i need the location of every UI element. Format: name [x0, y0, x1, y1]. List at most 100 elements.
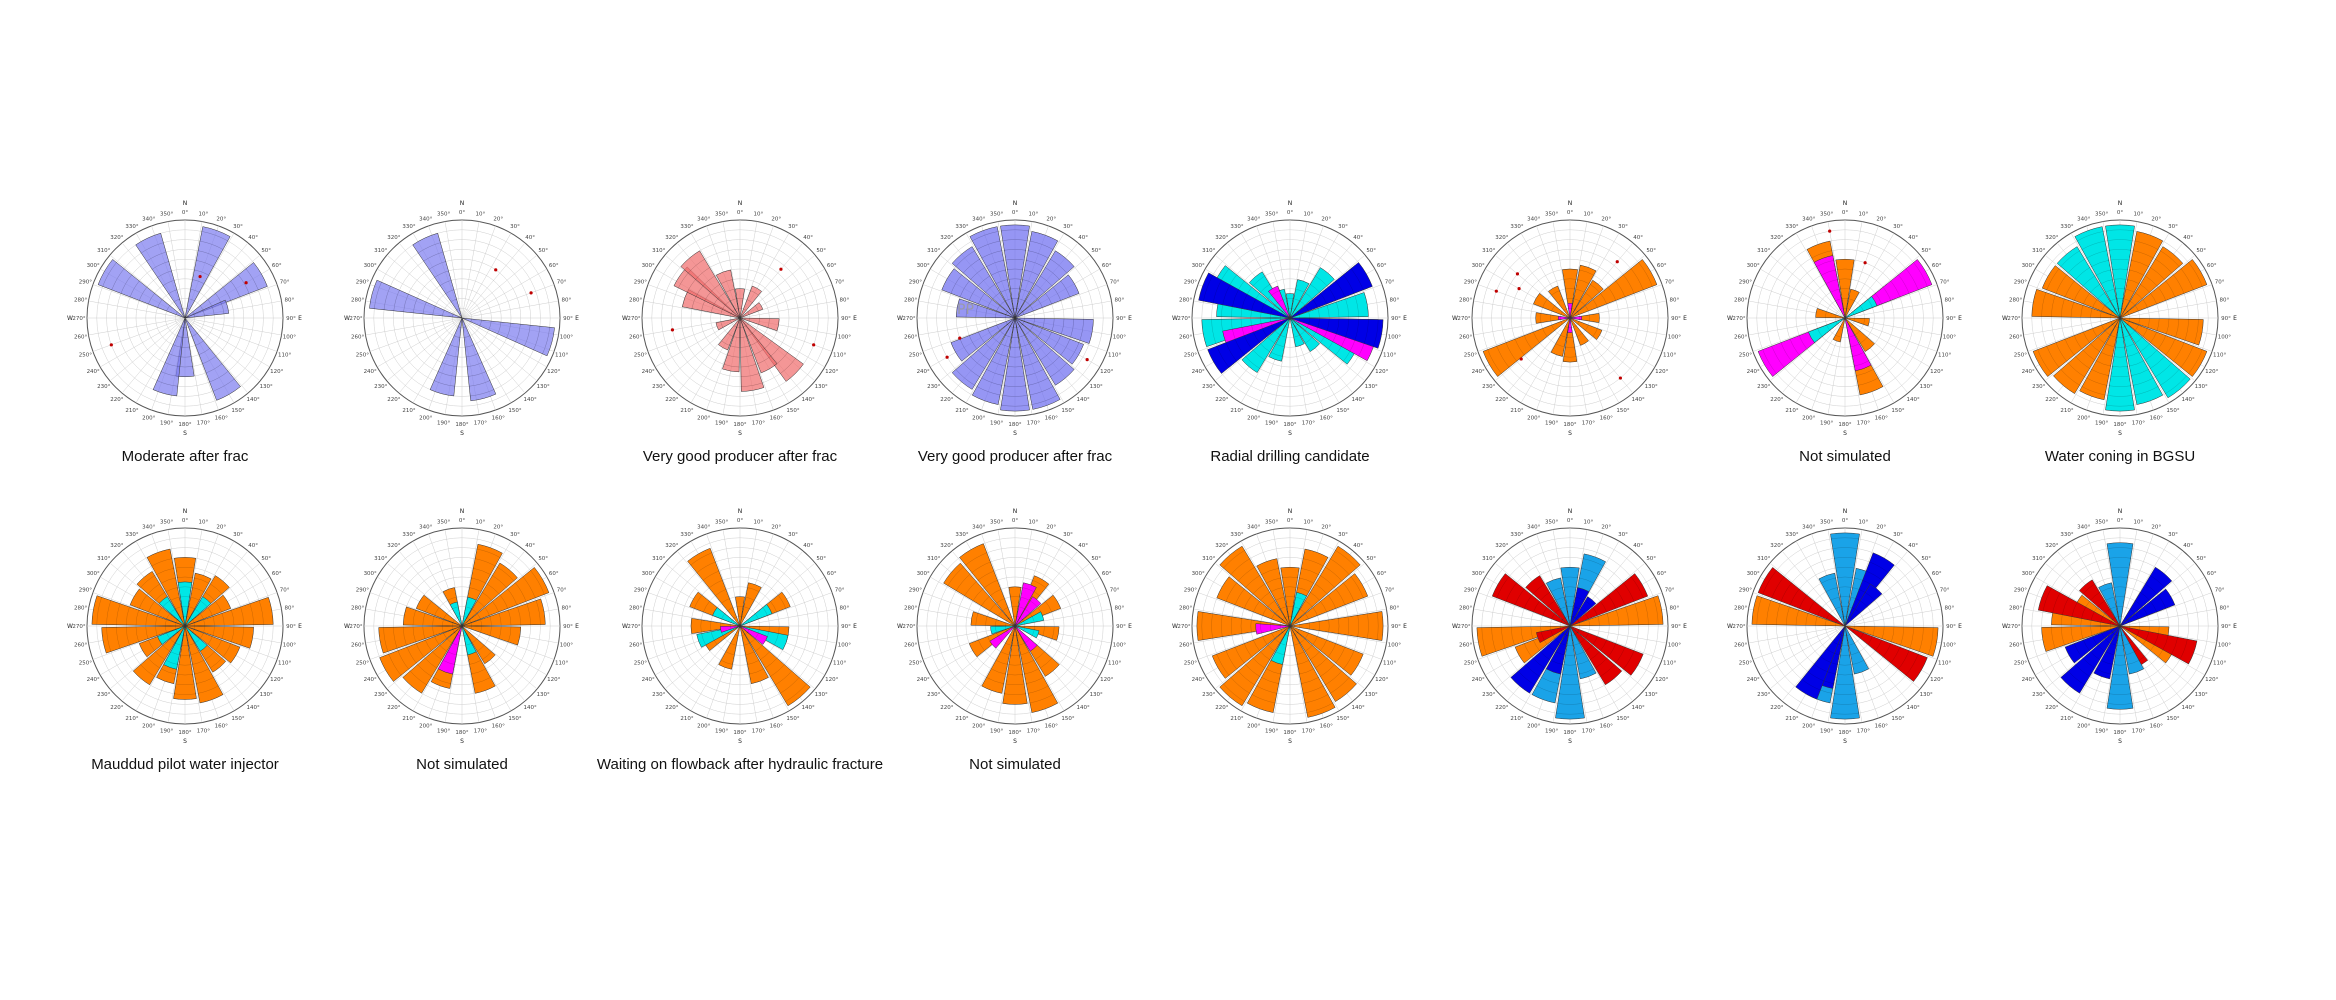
- rose-wedge: [1844, 625, 1939, 657]
- wedge-ring-segment: [165, 619, 167, 626]
- data-point: [1494, 289, 1498, 293]
- rose-wedge: [415, 594, 463, 627]
- wedge-ring-segment: [1573, 298, 1580, 302]
- grid-spoke: [2044, 625, 2121, 690]
- degree-tick-label: 130°: [1365, 692, 1378, 698]
- wedge-ring-segment: [1016, 616, 1020, 618]
- grid-spoke: [1569, 317, 1646, 382]
- degree-tick-label: 30°: [2168, 532, 2178, 538]
- wedge-ring-segment: [442, 660, 455, 665]
- wedge-ring-segment: [753, 348, 765, 355]
- degree-tick-label: 150°: [1891, 716, 1904, 722]
- wedge-ring-segment: [2115, 326, 2119, 328]
- wedge-ring-segment: [2121, 634, 2125, 636]
- wedge-ring-segment: [970, 267, 985, 280]
- rose-wedge: [1014, 317, 1075, 386]
- degree-tick-label: 80°: [285, 298, 295, 304]
- degree-tick-label: 70°: [280, 588, 290, 594]
- wedge-ring-segment: [1007, 268, 1023, 270]
- rose-wedge: [950, 317, 1016, 362]
- wedge-ring-segment: [1882, 643, 1891, 657]
- grid-spoke: [1569, 284, 1663, 319]
- degree-tick-label: 330°: [2060, 532, 2073, 538]
- wedge-ring-segment: [1562, 632, 1566, 635]
- wedge-ring-segment: [1898, 274, 1910, 294]
- wedge-ring-segment: [1271, 290, 1280, 296]
- wedge-ring-segment: [1293, 298, 1300, 302]
- grid-spoke: [461, 317, 547, 368]
- degree-tick-label: 20°: [1876, 524, 1886, 530]
- grid-spoke: [461, 242, 526, 319]
- degree-tick-label: 130°: [260, 384, 273, 390]
- grid-spoke: [2119, 233, 2170, 319]
- cardinal-label: S: [738, 738, 742, 745]
- wedge-ring-segment: [1260, 343, 1270, 352]
- degree-tick-label: 100°: [1388, 334, 1401, 340]
- wedge-ring-segment: [2080, 305, 2084, 318]
- rose-wedge: [173, 625, 197, 700]
- rose-wedge: [715, 317, 741, 331]
- rose-wedge: [1008, 586, 1022, 627]
- grid-spoke: [92, 592, 186, 627]
- degree-tick-label: 230°: [927, 692, 940, 698]
- degree-tick-label: 80°: [562, 298, 572, 304]
- degree-tick-label: 140°: [1907, 705, 1920, 711]
- wedge-ring-segment: [164, 362, 180, 367]
- wedge-ring-segment: [741, 634, 745, 636]
- degree-tick-label: 40°: [1353, 543, 1363, 549]
- wedge-ring-segment: [2150, 331, 2157, 343]
- grid-spoke: [184, 317, 270, 368]
- degree-tick-label: 220°: [1495, 397, 1508, 403]
- wedge-ring-segment: [1216, 346, 1230, 368]
- degree-tick-label: 300°: [1192, 571, 1205, 577]
- wedge-ring-segment: [2086, 377, 2107, 386]
- wedge-ring-segment: [996, 324, 1000, 331]
- rose-wedge: [990, 625, 1016, 635]
- data-point: [958, 336, 962, 340]
- degree-tick-label: 210°: [1510, 716, 1523, 722]
- degree-tick-label: 60°: [1932, 263, 1942, 269]
- degree-tick-label: 150°: [231, 716, 244, 722]
- wedge-ring-segment: [2097, 337, 2105, 344]
- degree-tick-label: 60°: [1932, 571, 1942, 577]
- cardinal-label: N: [1843, 200, 1848, 207]
- grid-spoke: [739, 221, 758, 319]
- wedge-ring-segment: [198, 348, 210, 355]
- wedge-ring-segment: [1505, 342, 1517, 362]
- data-point: [1828, 229, 1832, 233]
- wedge-ring-segment: [1574, 309, 1578, 312]
- wedge-ring-segment: [2082, 658, 2095, 669]
- grid-spoke: [121, 242, 186, 319]
- rose-chart-panel: 0° 10° 20° 30° 40° 50° 60° 70° 80° 90° 100° 110° 120…: [322, 508, 602, 808]
- wedge-ring-segment: [2055, 274, 2067, 294]
- degree-tick-label: 100°: [838, 642, 851, 648]
- wedge-ring-segment: [2134, 240, 2159, 250]
- wedge-ring-segment: [1000, 288, 1010, 293]
- wedge-ring-segment: [2055, 342, 2067, 362]
- wedge-ring-segment: [1900, 627, 1904, 646]
- wedge-ring-segment: [165, 587, 178, 592]
- wedge-ring-segment: [733, 325, 737, 328]
- wedge-ring-segment: [2110, 259, 2130, 261]
- wedge-ring-segment: [740, 336, 747, 338]
- rose-wedge: [1289, 625, 1364, 676]
- degree-tick-label: 80°: [1115, 298, 1125, 304]
- grid-spoke: [1552, 529, 1571, 627]
- degree-tick-label: 260°: [1734, 642, 1747, 648]
- degree-tick-label: 300°: [917, 571, 930, 577]
- degree-tick-label: 100°: [1668, 642, 1681, 648]
- degree-tick-label: 120°: [1930, 677, 1943, 683]
- degree-tick-label: 310°: [927, 556, 940, 562]
- grid-spoke: [167, 529, 186, 627]
- wedge-ring-segment: [1032, 580, 1046, 589]
- wedge-ring-segment: [978, 293, 985, 305]
- cardinal-label: E: [1683, 315, 1687, 322]
- data-point: [1863, 261, 1867, 265]
- wedge-ring-segment: [745, 651, 755, 656]
- degree-tick-label: 190°: [160, 728, 173, 734]
- degree-tick-label: 340°: [697, 524, 710, 530]
- wedge-ring-segment: [1252, 350, 1265, 361]
- grid-spoke: [461, 625, 512, 711]
- degree-tick-label: 230°: [374, 384, 387, 390]
- degree-tick-label: 270°: [902, 624, 915, 630]
